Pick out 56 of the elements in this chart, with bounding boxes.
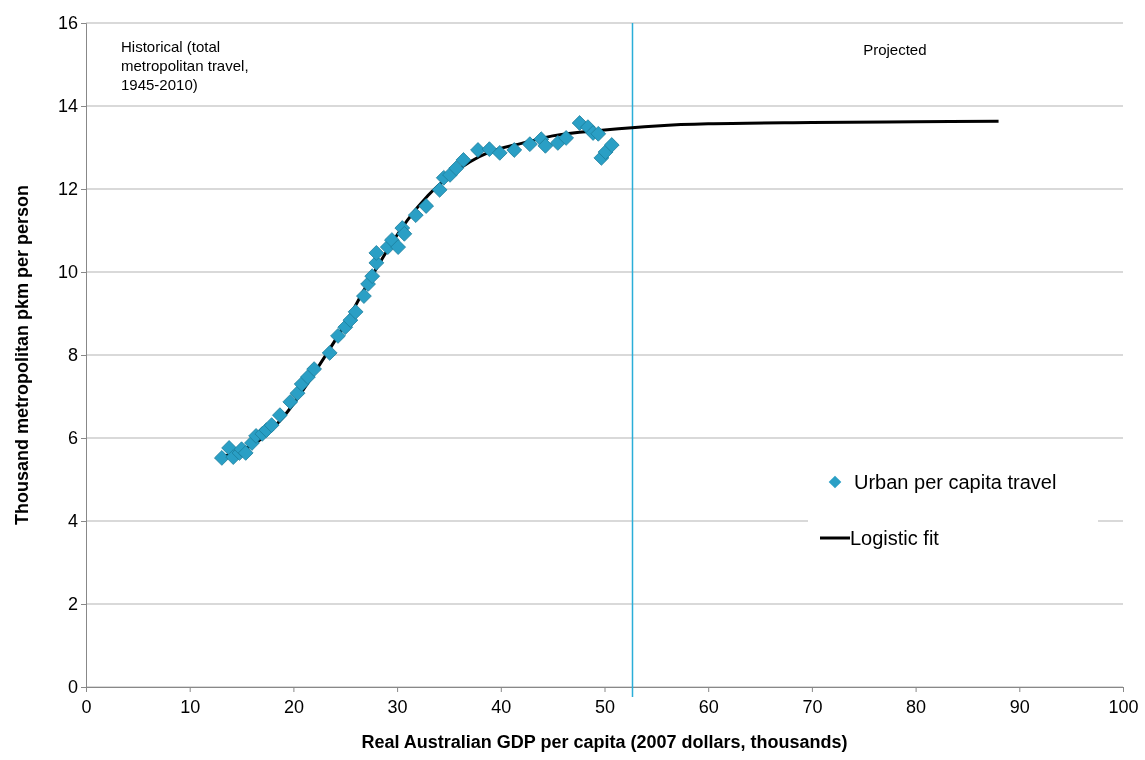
x-tick-label: 50: [594, 697, 616, 717]
y-tick-label: 10: [57, 262, 78, 283]
point: [491, 145, 508, 161]
x-tick-label: 30: [387, 697, 408, 717]
point: [330, 328, 346, 344]
point: [237, 445, 254, 461]
y-tick-label: 2: [67, 594, 78, 615]
x-tick-label: 20: [283, 697, 304, 717]
legend-label: Logistic fit: [850, 527, 940, 549]
x-axis-title: Real Australian GDP per capita (2007 dollars, thousands): [361, 732, 848, 752]
point: [506, 142, 523, 158]
point: [537, 138, 554, 154]
x-tick-label: 100: [1108, 697, 1139, 717]
point: [368, 245, 385, 261]
y-tick-label: 0: [67, 677, 78, 698]
x-tick-label: 10: [180, 697, 201, 717]
point: [321, 345, 338, 361]
point: [590, 125, 607, 142]
y-tick-label: 4: [67, 511, 78, 532]
y-tick-label: 12: [57, 179, 78, 200]
y-tick-label: 14: [57, 96, 78, 117]
point: [306, 361, 322, 377]
point: [455, 152, 472, 168]
point: [289, 385, 306, 401]
x-tick-label: 90: [1009, 697, 1030, 717]
point: [272, 407, 288, 423]
point: [481, 141, 498, 157]
x-tick-label: 0: [81, 697, 92, 717]
point: [347, 304, 364, 320]
point: [282, 394, 299, 410]
x-tick-label: 70: [802, 697, 823, 717]
point: [300, 369, 316, 385]
point: [558, 130, 574, 146]
x-tick-label: 40: [491, 697, 512, 717]
point: [603, 137, 620, 153]
point: [470, 142, 486, 158]
legend-label: Urban per capita travel: [854, 471, 1057, 493]
y-tick-label: 8: [67, 345, 78, 366]
point: [364, 268, 381, 284]
annotation: Historical (total metropolitan travel, 1945-2010): [121, 38, 249, 93]
x-tick-label: 60: [698, 697, 719, 717]
point: [418, 198, 434, 214]
point: [390, 239, 406, 255]
point: [396, 226, 413, 242]
y-tick-label: 16: [57, 13, 78, 34]
x-tick-label: 80: [906, 697, 927, 717]
point: [448, 160, 465, 177]
point: [431, 182, 448, 198]
annotation: Projected: [863, 41, 927, 58]
point: [263, 417, 280, 433]
point: [214, 450, 230, 466]
point: [407, 207, 424, 223]
y-tick-label: 6: [67, 428, 78, 449]
point: [356, 288, 372, 304]
y-axis-title: Thousand metropolitan pkm per person: [12, 184, 32, 526]
point: [522, 136, 538, 152]
